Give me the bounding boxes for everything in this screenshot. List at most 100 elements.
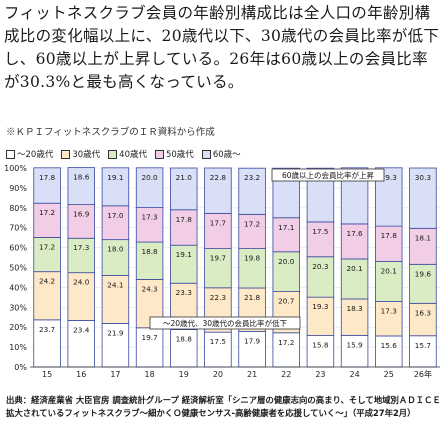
legend-label: 30歳代 (72, 150, 101, 160)
data-label: 15.6 (381, 341, 398, 350)
data-label: 17.2 (39, 242, 55, 251)
stacked-bar-chart: 0% 10% 20% 30% 40% 50% 60% 70% 80% 90% 100% 23.7 24.… (4, 164, 440, 379)
legend-swatch (154, 149, 164, 159)
data-label: 19.8 (244, 254, 261, 263)
data-label: 21.8 (244, 293, 261, 302)
data-label: 17.0 (107, 211, 124, 220)
x-tick-label: 23 (315, 370, 325, 379)
data-label: 17.3 (73, 243, 90, 252)
data-label: 19.3 (312, 302, 329, 311)
x-tick-label: 21 (247, 370, 257, 379)
bar-segment (135, 167, 164, 209)
x-tick-label: 24 (349, 370, 359, 379)
y-tick-label: 90% (9, 184, 27, 193)
y-tick-label: 50% (9, 264, 27, 273)
legend-swatch (61, 149, 71, 159)
data-label: 24.3 (141, 284, 158, 293)
bar-segment (375, 261, 403, 302)
data-label: 24.0 (73, 278, 90, 287)
data-label: 17.3 (141, 213, 158, 222)
legend-label: 60歳～ (212, 150, 241, 160)
bar-segment (409, 263, 437, 304)
data-label: 17.8 (381, 231, 398, 240)
bar-segment (306, 256, 335, 298)
bar-segment (238, 248, 266, 289)
annotation-text: 60歳以上の会員比率が上昇 (282, 170, 375, 180)
y-tick-label: 30% (9, 303, 27, 312)
bar-segment (238, 213, 266, 249)
annotation-box (149, 316, 301, 330)
y-tick-label: 60% (9, 244, 27, 253)
bar-segment (170, 244, 198, 284)
data-label: 19.7 (141, 333, 158, 342)
annotation-box (271, 168, 385, 182)
data-label: 17.7 (210, 218, 227, 227)
legend-item: 50歳代 (154, 148, 194, 160)
data-label: 17.8 (176, 215, 193, 224)
bar-segment (67, 167, 95, 206)
bar-segment (204, 167, 232, 214)
data-label: 17.9 (244, 336, 261, 345)
chart-legend: ～20歳代 30歳代 40歳代 50歳代 60歳～ (6, 148, 241, 160)
bar-segment (409, 335, 437, 368)
data-label: 17.8 (39, 173, 56, 182)
bar-segment (204, 248, 232, 289)
bar-segment (101, 275, 130, 324)
data-label: 15.9 (346, 340, 363, 349)
bar-segment (204, 212, 232, 249)
bar-segment (101, 239, 130, 276)
x-tick-label: 17 (110, 370, 120, 379)
data-label: 22.8 (210, 173, 227, 182)
y-tick-label: 0% (14, 363, 27, 372)
x-tick-label: 20 (213, 370, 223, 379)
x-tick-label: 15 (42, 370, 52, 379)
y-tick-label: 80% (9, 204, 27, 213)
data-label: 18.0 (107, 245, 124, 254)
data-label: 17.2 (244, 219, 260, 228)
bar-segment (33, 319, 61, 368)
annotation-text: ～20歳代、30歳代の会員比率が低下 (163, 318, 288, 328)
bar-segment (33, 271, 61, 321)
legend-item: 60歳～ (201, 148, 241, 160)
x-tick-label: 16 (76, 370, 86, 379)
data-label: 30.3 (415, 173, 432, 182)
x-tick-label: 19 (179, 370, 189, 379)
bar-segment (306, 221, 335, 258)
bar-segment (101, 323, 130, 368)
data-label: 18.8 (141, 247, 158, 256)
y-tick-label: 10% (9, 343, 27, 352)
data-label: 24.2 (39, 277, 55, 286)
source-note: ※ＫＰＩフィットネスクラブのＩＲ資料から作成 (6, 127, 215, 138)
data-label: 18.8 (176, 335, 193, 344)
legend-item: ～20歳代 (6, 148, 53, 160)
data-label: 16.9 (73, 210, 90, 219)
bar-segment (101, 167, 130, 207)
bar-segment (409, 167, 437, 229)
x-tick-label: 26年 (414, 369, 432, 379)
data-label: 15.8 (312, 341, 329, 350)
y-tick-label: 40% (9, 283, 27, 292)
data-label: 20.1 (381, 267, 397, 276)
bar-segment (135, 241, 164, 280)
y-tick-label: 100% (4, 164, 27, 173)
data-label: 20.3 (312, 262, 329, 271)
data-label: 17.6 (346, 229, 363, 238)
x-tick-label: 18 (144, 370, 154, 379)
bar-segment (272, 332, 300, 368)
data-label: 20.0 (278, 257, 295, 266)
data-label: 21.9 (107, 328, 124, 337)
data-label: 16.3 (415, 308, 432, 317)
data-label: 18.6 (73, 173, 90, 182)
legend-label: 50歳代 (165, 150, 194, 160)
legend-swatch (201, 149, 211, 159)
y-tick-label: 20% (9, 323, 27, 332)
bar-segment (409, 227, 437, 265)
bar-segment (306, 296, 335, 336)
data-label: 19.7 (210, 254, 227, 263)
bar-segment (340, 258, 369, 300)
data-label: 23.3 (176, 288, 193, 297)
data-label: 19.6 (415, 269, 432, 278)
data-label: 22.3 (210, 293, 227, 302)
data-label: 23.7 (39, 325, 56, 334)
data-label: 21.0 (176, 173, 193, 182)
